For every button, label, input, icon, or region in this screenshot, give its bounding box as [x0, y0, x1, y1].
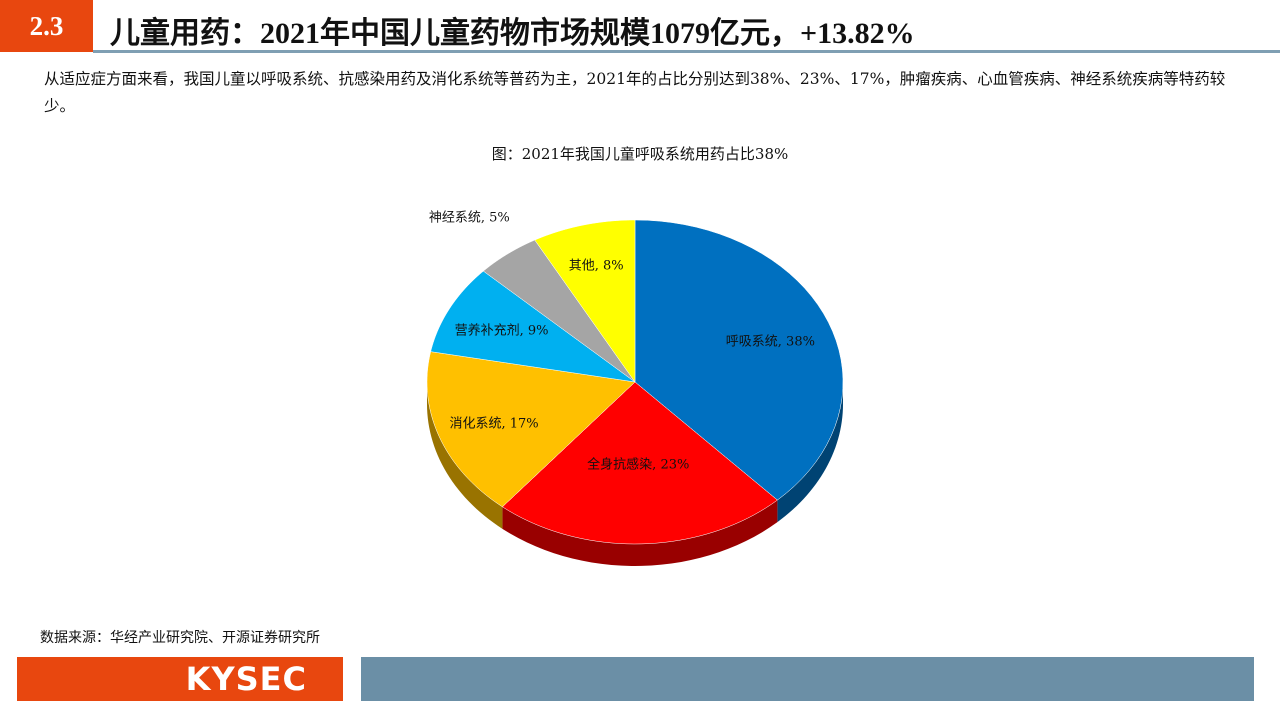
data-label-2: 消化系统, 17% — [449, 416, 539, 431]
pie-slice-0 — [634, 219, 844, 501]
data-label-4: 神经系统, 5% — [428, 210, 510, 226]
header-divider — [93, 50, 1280, 53]
page-title: 儿童用药：2021年中国儿童药物市场规模1079亿元，+13.82% — [110, 17, 915, 50]
pie-side-1 — [502, 500, 778, 566]
pie-side-0 — [777, 382, 843, 523]
pie-side-2 — [427, 382, 503, 529]
pie-slice-1 — [502, 381, 778, 545]
footer-bar — [361, 657, 1254, 701]
data-label-3: 营养补充剂, 9% — [454, 323, 549, 339]
data-label-1: 全身抗感染, 23% — [587, 457, 690, 473]
data-label-5: 其他, 8% — [568, 258, 624, 274]
kysec-logo: KYSEC — [17, 657, 343, 701]
source-note: 数据来源：华经产业研究院、开源证券研究所 — [40, 630, 320, 646]
pie-slice-5 — [534, 219, 636, 383]
pie-slice-2 — [426, 351, 636, 508]
data-label-0: 呼吸系统, 38% — [725, 334, 815, 350]
section-number: 2.3 — [0, 0, 93, 52]
intro-text: 从适应症方面来看，我国儿童以呼吸系统、抗感染用药及消化系统等普药为主，2021年… — [44, 70, 1226, 115]
chart-title: 图：2021年我国儿童呼吸系统用药占比38% — [491, 145, 789, 163]
pie-slice-3 — [430, 270, 636, 383]
pie-slice-4 — [482, 239, 636, 383]
